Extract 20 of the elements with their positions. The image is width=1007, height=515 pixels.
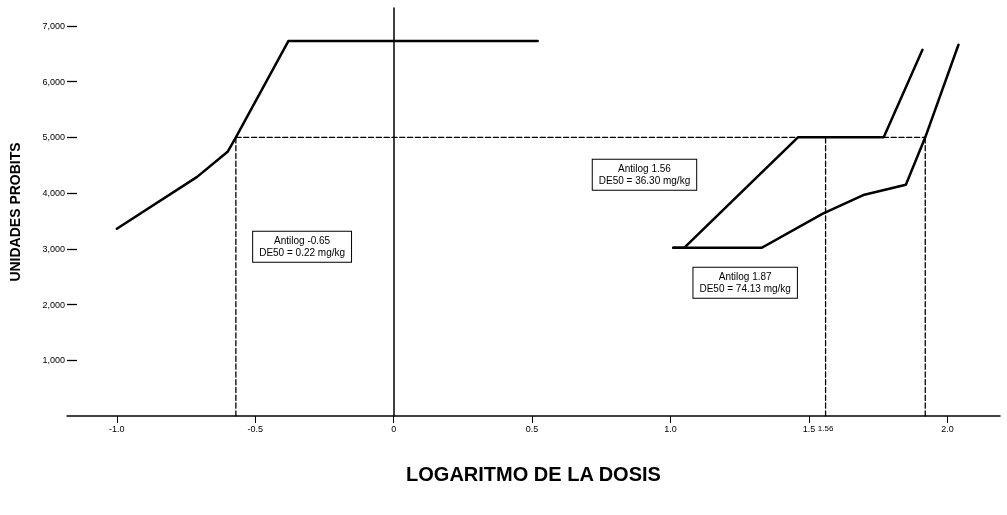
y-tick-label: 5,000 <box>42 132 65 143</box>
x-tick-label: 1.5 <box>802 423 816 434</box>
annotation: Antilog 1.56 DE50 = 36.30 mg/kg <box>598 163 691 187</box>
x-tick-label: 0.5 <box>525 423 539 434</box>
annotation: Antilog -0.65 DE50 = 0.22 mg/kg <box>259 235 346 259</box>
y-tick-label: 3,000 <box>42 243 65 254</box>
x-tick-label: 2.0 <box>941 423 954 434</box>
y-tick-label: 2,000 <box>42 299 65 310</box>
x-axis-title: LOGARITMO DE LA DOSIS <box>406 463 661 485</box>
x-tick-label: -0.5 <box>247 423 264 434</box>
annotation: 1.56 <box>817 423 834 433</box>
x-tick-label: 0 <box>391 423 397 434</box>
y-tick-label: 7,000 <box>42 20 65 31</box>
x-tick-label: 1.0 <box>664 423 677 434</box>
y-tick-label: 6,000 <box>42 76 65 87</box>
y-tick-label: 1,000 <box>42 355 65 366</box>
annotation: Antilog 1.87 DE50 = 74.13 mg/kg <box>699 271 791 295</box>
y-tick-label: 4,000 <box>42 188 65 199</box>
y-axis-title: UNIDADES PROBITS <box>7 142 23 282</box>
x-tick-label: -1.0 <box>109 423 125 434</box>
